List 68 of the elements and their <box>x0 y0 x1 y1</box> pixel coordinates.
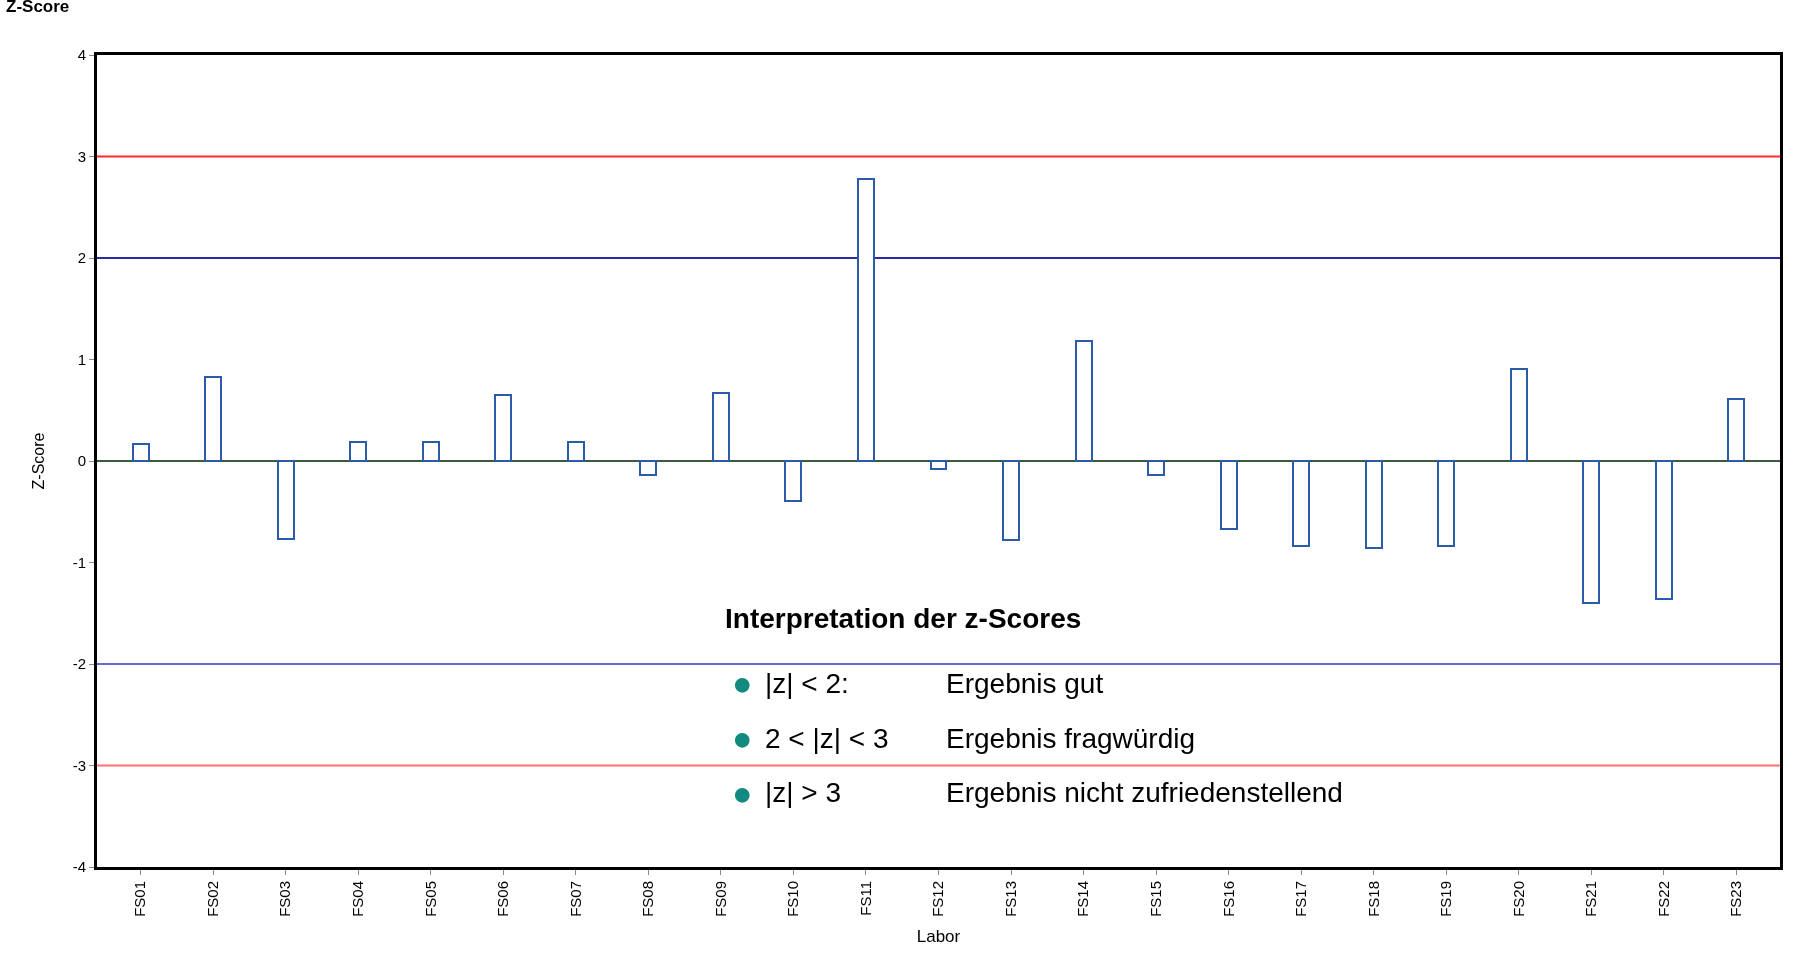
x-tick-label: FS15 <box>1147 881 1165 917</box>
bar <box>1002 460 1020 541</box>
bar <box>1220 460 1238 530</box>
y-tick-label: -3 <box>72 756 86 774</box>
annotation: Ergebnis gut <box>946 668 1104 699</box>
bar <box>277 460 295 540</box>
x-tick-label: FS17 <box>1292 881 1310 917</box>
bar <box>204 376 222 462</box>
annotation: Interpretation der z-Scores <box>725 603 1082 634</box>
x-tick-label: FS21 <box>1582 881 1600 917</box>
bar <box>567 441 585 462</box>
x-tick-label: FS22 <box>1654 881 1672 917</box>
x-tick-label: FS06 <box>494 881 512 917</box>
x-tick-label: FS11 <box>856 881 874 916</box>
annotation: ● <box>732 664 753 702</box>
x-tick-label: FS09 <box>711 881 729 917</box>
x-tick-label: FS14 <box>1074 881 1092 917</box>
bar <box>494 394 512 462</box>
bar <box>1147 460 1165 476</box>
x-tick-label: FS04 <box>349 881 367 917</box>
y-tick-label: -4 <box>72 858 86 876</box>
x-tick-label: FS08 <box>639 881 657 917</box>
x-tick-label: FS20 <box>1509 881 1527 917</box>
y-tick-label: 4 <box>77 46 86 64</box>
bar <box>1075 340 1093 462</box>
x-tick-label: FS07 <box>566 881 584 917</box>
bar <box>784 460 802 502</box>
y-tick-label: 2 <box>77 249 86 267</box>
bar <box>349 441 367 462</box>
x-tick-label: FS01 <box>131 881 149 917</box>
y-tick-label: 1 <box>77 350 86 368</box>
annotation: ● <box>732 774 753 812</box>
y-tick-label: -1 <box>72 553 86 571</box>
bar <box>639 460 657 476</box>
x-tick-label: FS12 <box>929 881 947 917</box>
bar <box>930 460 947 470</box>
bar <box>1582 460 1600 604</box>
x-tick-label: FS10 <box>784 881 802 917</box>
x-tick-label: FS19 <box>1437 881 1455 917</box>
bar <box>857 178 875 462</box>
y-tick-label: 3 <box>77 147 86 165</box>
y-tick-label: -2 <box>72 655 86 673</box>
bar <box>1437 460 1455 547</box>
bar <box>1365 460 1383 549</box>
chart-title: Z-Score <box>6 0 70 16</box>
x-tick-label: FS23 <box>1727 881 1745 917</box>
annotation: Ergebnis nicht zufriedenstellend <box>946 777 1343 808</box>
bar <box>1727 398 1745 462</box>
annotation: 2 < |z| < 3 <box>765 723 889 754</box>
bar <box>132 443 150 462</box>
annotation: ● <box>732 719 753 757</box>
annotation: |z| > 3 <box>765 777 842 808</box>
y-tick-label: 0 <box>77 452 86 470</box>
x-tick-label: FS02 <box>203 881 221 917</box>
x-axis-title: Labor <box>916 927 961 947</box>
x-tick-label: FS16 <box>1219 881 1237 917</box>
bar <box>1292 460 1310 547</box>
bar <box>422 441 440 462</box>
bar <box>1655 460 1673 600</box>
x-tick-label: FS05 <box>421 881 439 917</box>
annotation: Ergebnis fragwürdig <box>946 723 1196 754</box>
annotation: |z| < 2: <box>765 668 849 699</box>
x-tick-label: FS13 <box>1001 881 1019 917</box>
x-tick-label: FS03 <box>276 881 294 917</box>
bar <box>1510 368 1528 462</box>
x-tick-label: FS18 <box>1364 881 1382 917</box>
y-axis-title: Z-Score <box>29 432 47 490</box>
bar <box>712 392 730 462</box>
